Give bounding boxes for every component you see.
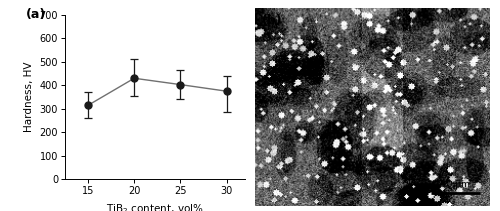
Text: (a): (a) [26, 8, 46, 21]
X-axis label: TiB$_2$ content, vol%: TiB$_2$ content, vol% [106, 202, 204, 211]
Y-axis label: Hardness, HV: Hardness, HV [24, 62, 34, 132]
Text: (b): (b) [262, 14, 282, 27]
Text: 10 μm: 10 μm [441, 180, 470, 189]
